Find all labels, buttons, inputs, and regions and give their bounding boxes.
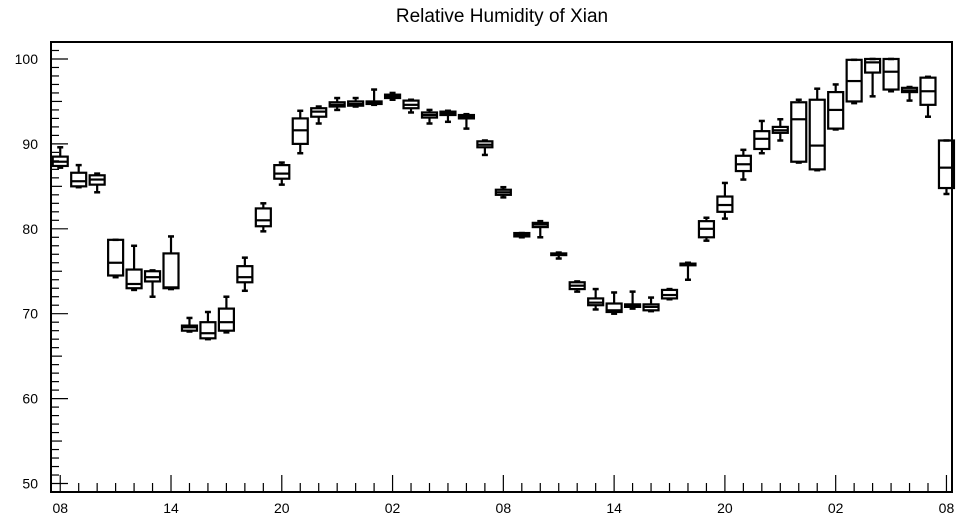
box-plot [919,75,937,118]
box-iqr [162,252,180,290]
box-plot [217,295,235,334]
y-tick-label: 100 [15,51,39,67]
box-plot [273,161,291,186]
x-tick-label: 14 [606,500,622,516]
box-plot [402,98,420,114]
box-plot [328,96,346,112]
box-iqr [70,171,88,188]
y-tick-label: 70 [22,306,38,322]
box-plot [291,109,309,155]
box-plot [70,163,88,189]
box-plot [790,98,808,164]
x-tick-label: 02 [828,500,844,516]
box-iqr [864,57,882,74]
box-plot [199,310,217,341]
box-plot [827,83,845,131]
box-plot [845,58,863,105]
box-iqr [125,268,143,290]
box-plot [550,251,568,260]
box-plot [143,269,162,298]
x-tick-label: 08 [52,500,68,516]
box-iqr [236,265,254,284]
box-plot [125,244,143,292]
box-plot [107,238,125,279]
box-iqr [254,207,272,228]
box-plot [457,112,476,130]
box-plot [697,216,716,242]
plot-frame [50,41,953,493]
box-iqr [753,130,771,151]
box-plot [808,87,826,172]
box-plot [623,290,642,310]
x-tick-label: 14 [163,500,179,516]
box-plot [236,256,254,293]
y-tick-label: 80 [22,221,38,237]
x-tick-label: 02 [385,500,401,516]
box-iqr [605,302,623,314]
box-plot [494,185,512,199]
box-plot [900,85,919,102]
box-plot [605,291,623,315]
box-plot [51,146,69,169]
box-plot [716,181,734,220]
x-tick-label: 08 [496,500,512,516]
box-plot [734,148,752,181]
box-plot [347,96,365,108]
box-iqr [882,57,900,91]
x-axis: 08 14 20 02 08 14 20 02 08 [52,475,954,516]
box-plot [642,296,660,313]
box-iqr [273,164,291,180]
box-plot [162,235,180,291]
box-iqr [199,321,217,340]
x-tick-label: 08 [939,500,955,516]
box-plot [864,57,882,98]
chart-title: Relative Humidity of Xian [396,6,608,27]
box-plot [254,202,272,233]
box-plot [753,119,771,155]
box-plot [531,219,549,239]
box-plot [568,280,586,293]
box-plot [679,261,697,281]
x-tick-label: 20 [274,500,290,516]
box-plot [420,108,439,125]
box-iqr [107,238,125,277]
box-plot [383,91,402,101]
y-tick-label: 60 [22,391,38,407]
box-plot [310,105,328,125]
box-iqr [217,307,235,332]
box-plot [882,57,900,93]
box-plot [660,287,679,301]
box-plot [513,231,531,239]
box-plot [365,88,383,107]
box-series [51,57,956,341]
box-plot [439,109,457,124]
x-tick-label: 20 [717,500,733,516]
box-iqr [808,98,826,171]
box-plot [88,172,106,194]
box-plot [771,118,789,142]
y-axis: 50 60 70 80 90 100 [15,41,68,493]
y-tick-label: 90 [22,136,38,152]
box-plot [587,287,605,311]
box-plot [476,139,494,157]
y-tick-label: 50 [22,476,38,492]
box-plot [180,316,199,333]
box-iqr [790,101,808,163]
box-iqr [937,139,956,190]
